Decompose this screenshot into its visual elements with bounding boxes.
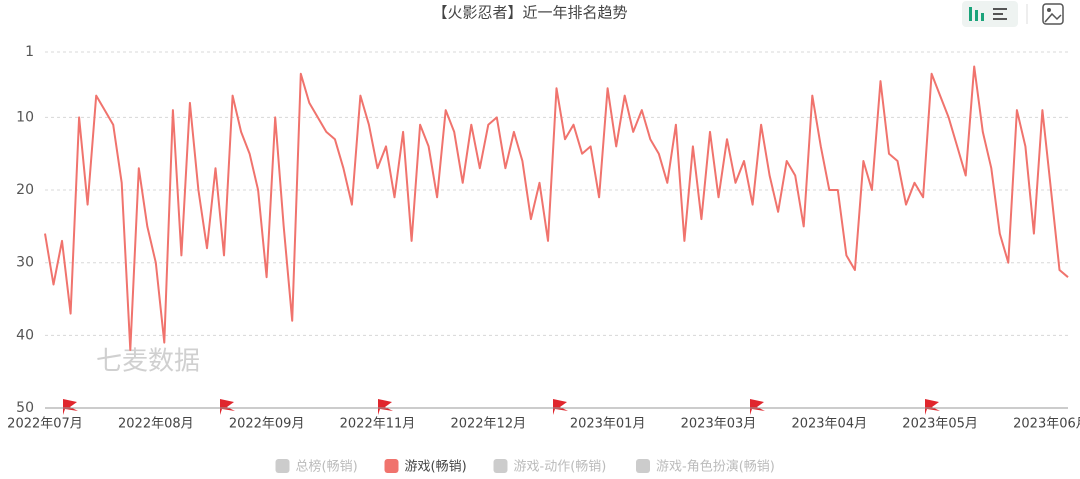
event-flag[interactable] xyxy=(378,399,393,415)
series-line xyxy=(44,65,1069,351)
legend-swatch xyxy=(384,459,399,473)
icon-image-dot xyxy=(1047,8,1051,12)
x-tick-label: 2023年06月 xyxy=(1013,417,1080,432)
icon-bar[interactable] xyxy=(975,10,978,21)
event-flag[interactable] xyxy=(63,399,78,415)
event-flag[interactable] xyxy=(925,399,940,415)
toolbar xyxy=(962,1,1064,27)
x-tick-label: 2023年04月 xyxy=(791,417,867,432)
y-tick-label: 50 xyxy=(16,400,34,416)
icon-list[interactable] xyxy=(993,13,1003,15)
x-tick-label: 2023年03月 xyxy=(681,417,757,432)
x-tick-label: 2022年09月 xyxy=(229,417,305,432)
y-tick-label: 20 xyxy=(16,182,34,198)
y-tick-label: 40 xyxy=(16,327,34,343)
legend-swatch xyxy=(493,459,508,473)
x-tick-label: 2022年08月 xyxy=(118,417,194,432)
legend-item[interactable]: 游戏-动作(畅销) xyxy=(493,459,607,475)
legend-label: 总榜(畅销) xyxy=(296,459,358,475)
legend-label: 游戏-动作(畅销) xyxy=(514,460,607,475)
event-flag[interactable] xyxy=(553,399,568,415)
watermark: 七麦数据 xyxy=(96,347,200,377)
event-flag[interactable] xyxy=(220,399,235,415)
x-tick-label: 2023年01月 xyxy=(570,417,646,432)
icon-list[interactable] xyxy=(993,8,1007,10)
icon-list[interactable] xyxy=(993,18,1007,20)
legend-swatch xyxy=(636,459,650,473)
icon-image-line xyxy=(1044,12,1062,23)
legend-item[interactable]: 游戏-角色扮演(畅销) xyxy=(636,459,775,475)
legend-label: 游戏-角色扮演(畅销) xyxy=(656,459,775,475)
legend-swatch xyxy=(275,459,290,473)
icon-bar[interactable] xyxy=(981,13,984,21)
icon-image[interactable] xyxy=(1042,3,1064,25)
y-tick-label: 1 xyxy=(25,44,34,60)
icon-bar[interactable] xyxy=(969,7,972,21)
event-flag[interactable] xyxy=(750,399,765,415)
legend-item[interactable]: 游戏(畅销) xyxy=(384,459,467,475)
x-tick-label: 2022年12月 xyxy=(450,417,526,432)
legend-label: 游戏(畅销) xyxy=(405,460,467,475)
chart-title: 【火影忍者】近一年排名趋势 xyxy=(432,4,627,22)
x-tick-label: 2023年05月 xyxy=(902,417,978,432)
y-tick-label: 30 xyxy=(16,255,34,271)
x-tick-label: 2022年11月 xyxy=(340,417,416,432)
legend-item[interactable]: 总榜(畅销) xyxy=(275,459,358,475)
event-flags xyxy=(63,399,940,415)
x-tick-label: 2022年07月 xyxy=(7,417,83,432)
y-tick-label: 10 xyxy=(16,109,34,125)
